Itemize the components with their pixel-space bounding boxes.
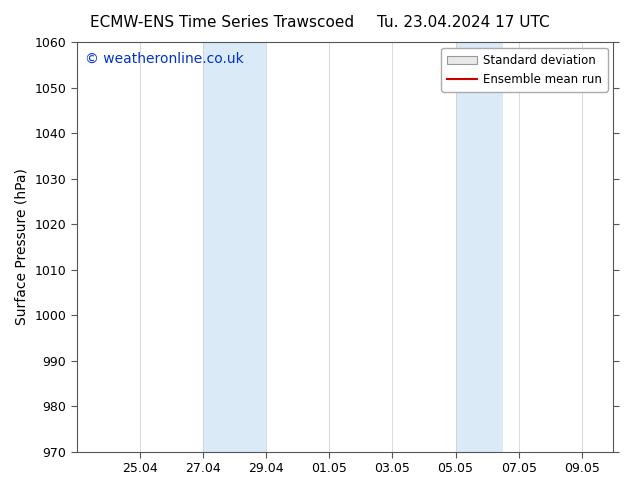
Text: Tu. 23.04.2024 17 UTC: Tu. 23.04.2024 17 UTC [377, 15, 549, 30]
Bar [203, 42, 266, 452]
Text: © weatheronline.co.uk: © weatheronline.co.uk [85, 52, 243, 66]
Legend: Standard deviation, Ensemble mean run: Standard deviation, Ensemble mean run [441, 48, 607, 92]
Bar [456, 42, 503, 452]
Text: ECMW-ENS Time Series Trawscoed: ECMW-ENS Time Series Trawscoed [90, 15, 354, 30]
Y-axis label: Surface Pressure (hPa): Surface Pressure (hPa) [15, 169, 29, 325]
